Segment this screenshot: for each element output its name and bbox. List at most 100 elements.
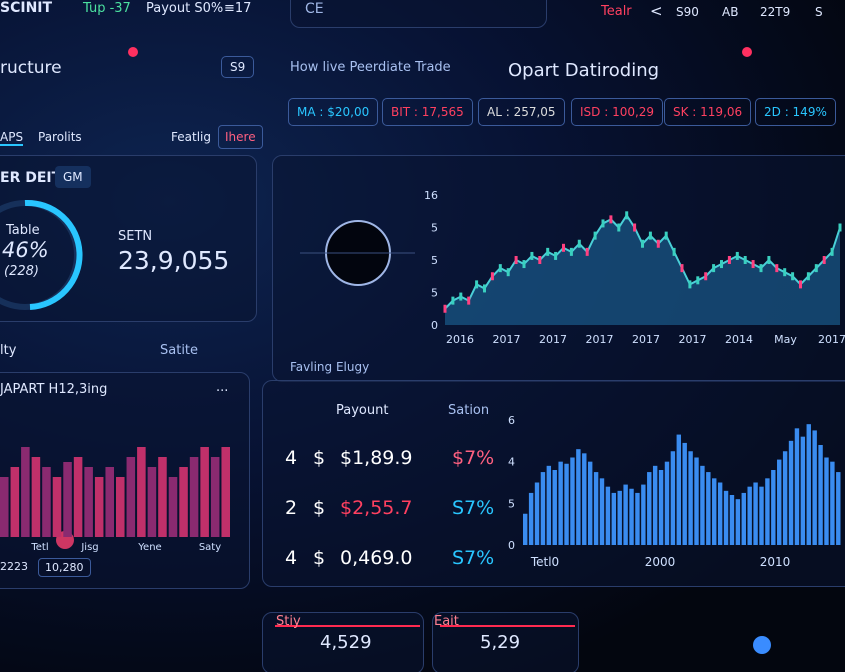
chart-title: JAPART H12,3ing [0,382,108,397]
table-cell: $1,89.9 [340,447,413,469]
candle [633,223,637,232]
candle [601,219,605,228]
bar [806,424,811,545]
select[interactable]: Satite [160,343,199,358]
stat-label: SETN [118,229,153,244]
foot: 10,280 [38,558,91,577]
bar [712,478,717,545]
candle [735,251,739,260]
candle [648,231,652,240]
ticker[interactable]: MA : $20,00 [288,98,379,126]
bar [782,451,788,545]
ticker[interactable]: AL : 257,05 [478,98,565,126]
candle [562,243,565,252]
bar [824,457,829,545]
stat: 22T9 [760,5,791,19]
ticker[interactable]: BIT : 17,565 [382,98,473,126]
bar [771,470,776,545]
table-cell: $7% [452,447,495,469]
candle [475,280,479,289]
bar [641,484,646,545]
table-header: Sation [448,403,490,418]
nav[interactable]: < [650,2,663,20]
stat: AB [722,5,739,19]
bar [818,445,823,545]
candle [783,268,787,277]
bar [706,472,711,545]
bar [652,465,658,545]
bar [168,477,178,537]
stat: Payout S0% [146,1,224,16]
panel-title: lty [0,343,17,358]
candle [538,256,542,264]
candle [656,239,660,248]
glow [128,47,138,57]
bar [765,478,770,545]
candle [569,247,573,256]
ticker[interactable]: ISD : 100,29 [571,98,664,126]
candle [498,264,502,273]
bar [528,492,534,545]
tab[interactable]: Featlig [171,130,211,144]
bar [623,484,628,545]
bottom-card [262,612,424,672]
candle [585,247,589,256]
candle [451,296,455,305]
gauge-card [0,155,257,322]
glow [753,636,771,654]
table-cell: 4 [285,447,298,469]
bar [31,457,41,537]
bar [73,457,83,537]
search-text[interactable]: CE [305,1,324,17]
bar [534,482,540,545]
y-tick-label: 0 [431,319,438,332]
bar [210,457,220,537]
candle [767,256,771,264]
ticker[interactable]: SK : 119,06 [664,98,752,126]
button[interactable]: S9 [221,56,255,78]
candle [720,260,723,269]
search-box[interactable] [290,0,547,28]
x-tick-label: 2000 [645,555,676,569]
candle [672,247,676,256]
bar [582,453,587,545]
bar [611,492,617,545]
x-tick-label: May [774,333,797,346]
bar [777,459,782,545]
stat: S [815,5,823,19]
bar [836,472,841,545]
bar [682,442,687,545]
candle [522,260,526,269]
bar [94,477,104,537]
gauge-label: Table [6,223,40,238]
x-tick-label: 2016 [446,333,474,346]
bar [523,513,528,545]
candle [696,276,700,285]
candle [506,268,510,277]
card-title: ER DEIT [0,170,62,186]
section-title: ructure [0,58,62,78]
candle [680,264,684,273]
candle [554,251,558,260]
bar [700,465,705,545]
bar [688,451,693,545]
bar [189,457,199,537]
table-cell: $ [313,447,326,469]
candle [704,272,708,281]
candle [799,280,802,289]
user[interactable]: Tealr [601,4,632,19]
tab[interactable]: APS [0,130,24,146]
bar [741,492,746,545]
candle [443,304,447,313]
bar [576,449,581,545]
tab[interactable]: Parolits [38,130,82,144]
tab[interactable]: Ihere [218,125,263,149]
bar [587,461,593,545]
ticker[interactable]: 2D : 149% [755,98,836,126]
candle [775,264,779,273]
candle [806,272,810,281]
foot: 2223 [0,560,28,573]
x-tick-label: Yene [137,542,161,553]
bar [735,499,741,545]
menu[interactable]: ... [216,380,229,395]
